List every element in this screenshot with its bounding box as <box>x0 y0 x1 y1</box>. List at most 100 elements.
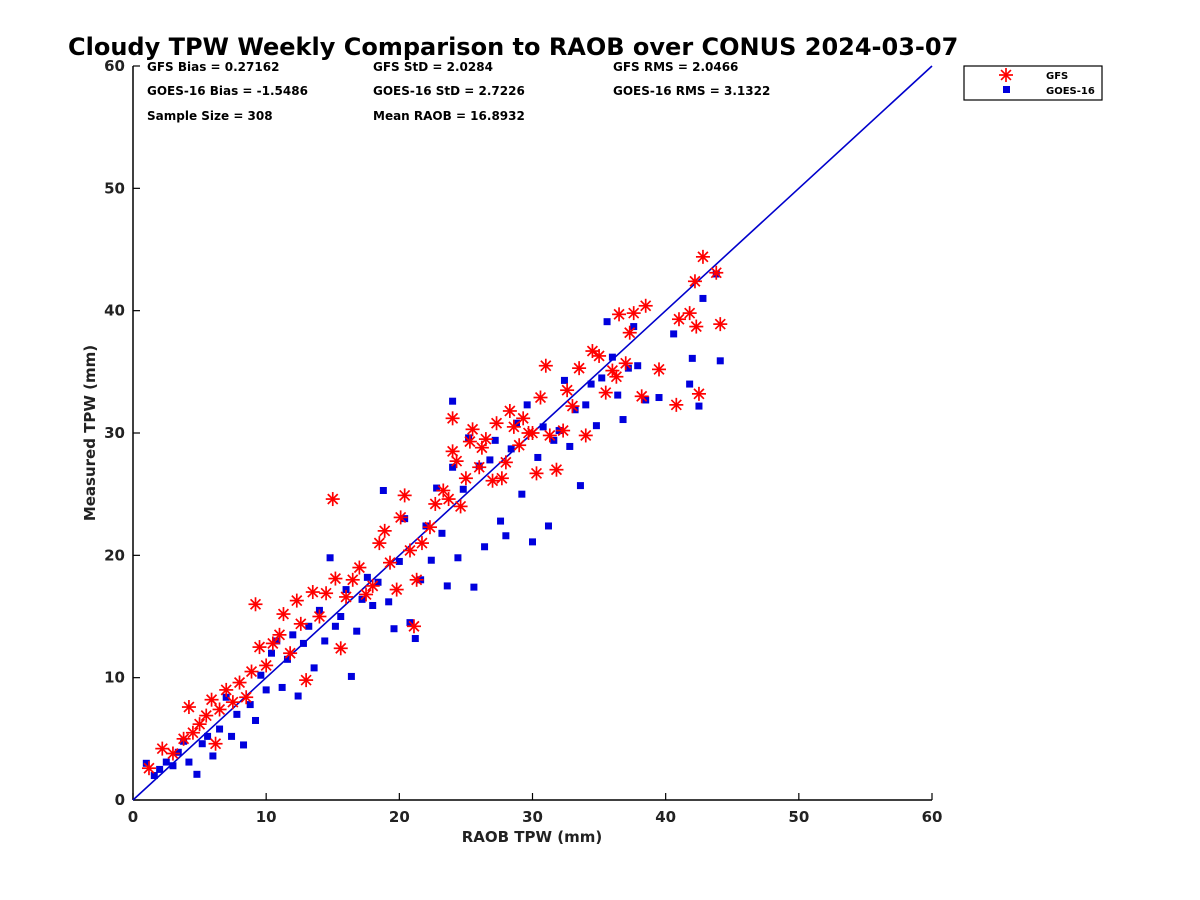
goes16-point <box>449 463 457 471</box>
goes16-point <box>481 543 489 551</box>
y-tick-label: 50 <box>104 179 125 197</box>
goes16-point <box>634 362 642 370</box>
gfs-point <box>208 736 223 751</box>
goes16-point <box>576 482 584 490</box>
gfs-point <box>489 416 504 431</box>
goes16-point <box>433 484 441 492</box>
gfs-point <box>339 589 354 604</box>
gfs-point <box>445 411 460 426</box>
gfs-point <box>502 403 517 418</box>
gfs-point <box>472 460 487 475</box>
gfs-point <box>272 627 287 642</box>
goes16-point <box>454 554 462 562</box>
gfs-point <box>312 609 327 624</box>
gfs-point <box>612 307 627 322</box>
gfs-point <box>383 555 398 570</box>
goes16-point <box>688 354 696 362</box>
gfs-point <box>560 383 575 398</box>
data-points <box>141 249 728 780</box>
gfs-point <box>244 664 259 679</box>
goes16-point <box>497 517 505 525</box>
goes16-point <box>529 538 536 546</box>
gfs-point <box>682 306 697 321</box>
gfs-point <box>556 423 571 438</box>
x-tick-label: 10 <box>256 808 277 826</box>
y-axis-label: Measured TPW (mm) <box>81 345 99 521</box>
goes16-point <box>465 434 473 442</box>
gfs-point <box>414 536 429 551</box>
gfs-point <box>402 543 417 558</box>
goes16-point <box>699 294 707 302</box>
gfs-point <box>141 761 156 776</box>
gfs-point <box>618 356 633 371</box>
gfs-point <box>695 249 710 264</box>
legend-goes16-label: GOES-16 <box>1046 86 1095 97</box>
goes16-point <box>347 672 355 680</box>
y-tick-label: 40 <box>104 302 125 320</box>
gfs-point <box>609 369 624 384</box>
gfs-point <box>572 361 587 376</box>
goes16-point <box>614 391 622 399</box>
y-tick-label: 60 <box>104 57 125 75</box>
gfs-point <box>585 344 600 359</box>
goes16-point <box>342 586 350 594</box>
gfs-point <box>204 692 219 707</box>
y-tick-label: 30 <box>104 424 125 442</box>
goes16-point <box>246 701 254 709</box>
stat-6: Sample Size = 308 <box>147 109 273 123</box>
goes16-point <box>630 323 638 331</box>
goes16-point <box>603 318 611 326</box>
gfs-point <box>212 702 227 717</box>
x-axis-label: RAOB TPW (mm) <box>462 828 603 846</box>
gfs-point <box>652 362 667 377</box>
y-tick-label: 10 <box>104 669 125 687</box>
gfs-point <box>542 428 557 443</box>
gfs-point <box>598 385 613 400</box>
goes16-point <box>534 453 542 461</box>
goes16-point <box>262 686 270 694</box>
gfs-point <box>478 432 493 447</box>
legend: GFS GOES-16 <box>963 65 1103 101</box>
goes16-point <box>156 765 164 773</box>
goes16-point <box>539 423 547 431</box>
gfs-point <box>538 358 553 373</box>
stat-2: GFS RMS = 2.0466 <box>613 60 738 74</box>
gfs-point <box>299 673 314 688</box>
gfs-point <box>185 725 200 740</box>
goes16-point <box>289 631 297 639</box>
goes16-point <box>204 732 212 740</box>
gfs-point <box>578 428 593 443</box>
goes16-point <box>310 664 318 672</box>
goes16-point <box>267 649 275 657</box>
gfs-point <box>691 386 706 401</box>
goes16-point <box>278 683 286 691</box>
goes16-point <box>326 554 334 562</box>
goes16-point <box>502 532 510 540</box>
gfs-point <box>687 274 702 289</box>
goes16-point <box>670 330 678 338</box>
goes16-point <box>369 601 377 609</box>
goes16-point <box>518 490 526 498</box>
goes16-point <box>209 752 217 760</box>
legend-box <box>963 65 1103 101</box>
gfs-point <box>689 319 704 334</box>
gfs-point <box>533 390 548 405</box>
goes16-point <box>401 515 409 523</box>
goes16-point <box>459 485 467 493</box>
legend-goes16-marker <box>1003 86 1010 93</box>
gfs-point <box>359 587 374 602</box>
gfs-point <box>345 572 360 587</box>
goes16-point <box>587 380 595 388</box>
goes16-point <box>216 725 224 733</box>
goes16-point <box>162 758 170 766</box>
gfs-point <box>485 473 500 488</box>
gfs-point <box>365 578 380 593</box>
gfs-point <box>265 636 280 651</box>
goes16-point <box>273 637 281 645</box>
gfs-point <box>449 454 464 469</box>
gfs-point <box>333 641 348 656</box>
stat-3: GOES-16 Bias = -1.5486 <box>147 84 308 98</box>
goes16-point <box>560 376 568 384</box>
goes16-point <box>228 732 236 740</box>
goes16-point <box>198 740 206 748</box>
